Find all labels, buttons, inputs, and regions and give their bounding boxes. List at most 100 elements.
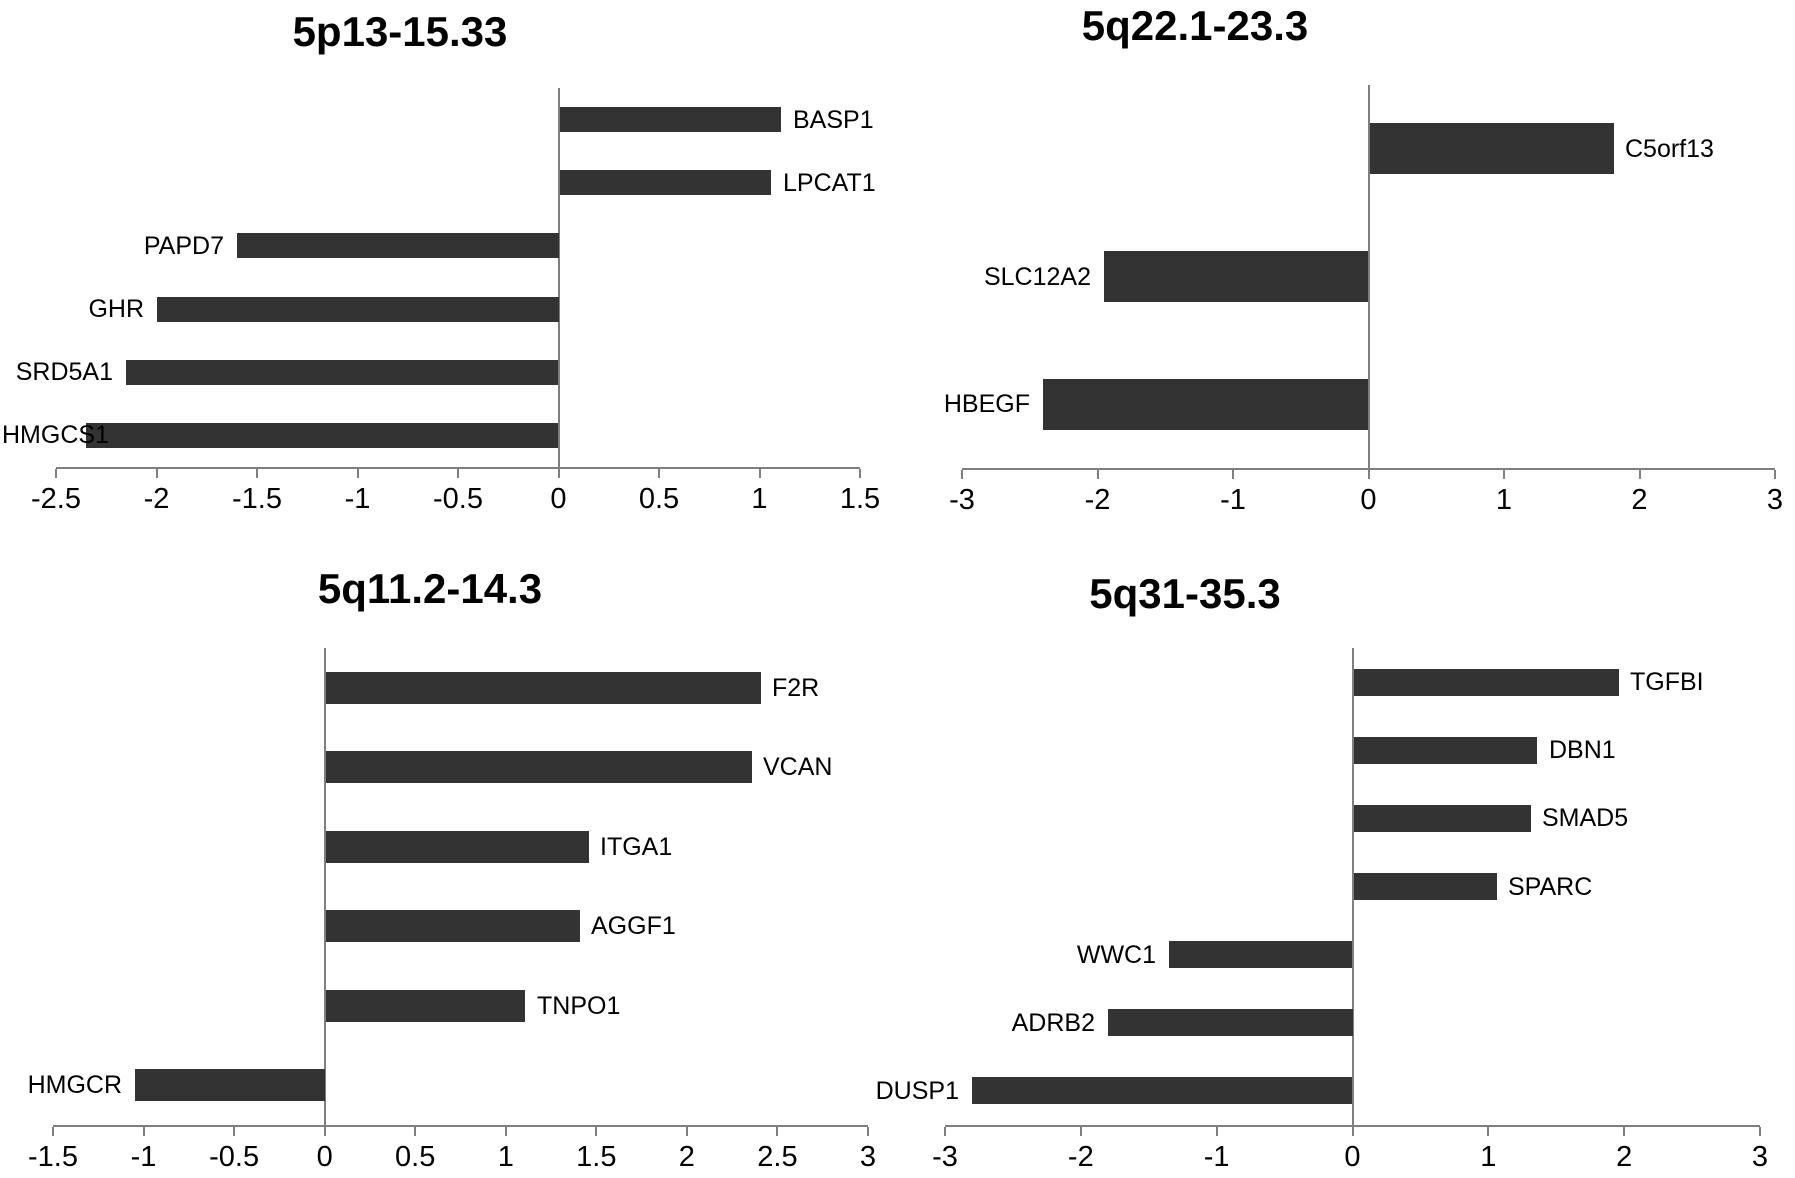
bar-label-WWC1: WWC1 — [1076, 941, 1156, 969]
axis-tick-label: 1.5 — [839, 483, 881, 515]
axis-tick — [1759, 1127, 1761, 1136]
bar-label-BASP1: BASP1 — [793, 106, 874, 134]
panel-title: 5q22.1-23.3 — [1081, 2, 1309, 49]
axis-tick — [457, 469, 459, 478]
bar-label-ADRB2: ADRB2 — [1011, 1009, 1095, 1037]
panel-title: 5q11.2-14.3 — [317, 565, 543, 612]
axis-tick-label: 0 — [550, 483, 567, 515]
axis-tick-label: -1.5 — [232, 483, 282, 515]
bar-C5orf13 — [1370, 123, 1614, 174]
axis-tick — [1232, 470, 1234, 479]
bar-label-TGFBI: TGFBI — [1630, 668, 1704, 696]
axis-tick-label: -1 — [130, 1141, 157, 1173]
bar-TGFBI — [1354, 669, 1619, 696]
axis-tick — [1503, 470, 1505, 479]
axis-tick-label: 0 — [1344, 1141, 1361, 1173]
bar-PAPD7 — [237, 233, 559, 258]
axis-tick-label: 1.5 — [576, 1141, 617, 1173]
bar-label-HMGCR: HMGCR — [27, 1071, 122, 1099]
axis-tick — [658, 469, 660, 478]
bar-label-LPCAT1: LPCAT1 — [783, 169, 876, 197]
axis-tick-label: -0.5 — [209, 1141, 260, 1173]
bar-label-SRD5A1: SRD5A1 — [15, 358, 113, 386]
axis-tick-label: -3 — [949, 484, 975, 516]
panel-title: 5q31-35.3 — [1089, 570, 1281, 617]
axis-tick-label: 3 — [1766, 484, 1784, 516]
bar-GHR — [157, 297, 559, 322]
axis-tick — [595, 1127, 598, 1136]
axis-tick — [52, 1127, 54, 1136]
bar-SPARC — [1354, 873, 1497, 900]
bar-label-AGGF1: AGGF1 — [591, 912, 676, 940]
axis-tick-label: -1 — [344, 483, 371, 515]
bar-SRD5A1 — [126, 360, 558, 385]
axis-tick — [142, 1127, 145, 1136]
bar-label-ITGA1: ITGA1 — [600, 833, 673, 861]
bar-label-SPARC: SPARC — [1508, 873, 1593, 901]
axis-tick-label: -1 — [1220, 484, 1246, 516]
axis-tick — [1638, 470, 1641, 479]
axis-tick-label: -2 — [1067, 1141, 1094, 1173]
axis-tick-label: 0 — [316, 1141, 333, 1173]
bar-VCAN — [326, 751, 752, 783]
axis-tick — [1079, 1127, 1082, 1136]
bar-label-VCAN: VCAN — [763, 753, 833, 781]
axis-tick-label: -2 — [1084, 484, 1111, 516]
bar-AGGF1 — [326, 910, 580, 942]
axis-tick-label: 0 — [1360, 484, 1377, 516]
panel-title: 5p13-15.33 — [292, 8, 508, 55]
axis-tick-label: 0.5 — [395, 1141, 436, 1173]
bar-WWC1 — [1169, 941, 1352, 968]
bar-ADRB2 — [1108, 1009, 1353, 1036]
axis-tick-label: -1 — [1203, 1141, 1230, 1173]
axis-tick — [356, 469, 359, 478]
axis-tick — [944, 1127, 946, 1136]
bar-HMGCR — [135, 1069, 325, 1101]
bar-TNPO1 — [326, 990, 525, 1022]
zero-axis-line — [1351, 648, 1354, 1134]
axis-tick-label: 1 — [751, 483, 768, 515]
axis-tick — [758, 469, 761, 478]
axis-tick-label: 3 — [859, 1141, 877, 1173]
axis-tick-label: 2 — [1616, 1141, 1633, 1173]
axis-tick — [685, 1127, 688, 1136]
axis-tick — [1774, 470, 1776, 479]
axis-tick — [414, 1127, 417, 1136]
axis-tick-label: 2 — [678, 1141, 695, 1173]
bar-label-DUSP1: DUSP1 — [875, 1077, 959, 1105]
bar-label-SMAD5: SMAD5 — [1542, 804, 1629, 832]
bar-label-PAPD7: PAPD7 — [143, 232, 224, 260]
axis-tick-label: 1 — [1495, 484, 1513, 516]
axis-tick-label: 0.5 — [638, 483, 680, 515]
zero-axis-line — [323, 648, 326, 1134]
axis-tick — [55, 469, 57, 478]
bar-SMAD5 — [1354, 805, 1531, 832]
axis-tick — [867, 1127, 869, 1136]
bar-label-HBEGF: HBEGF — [943, 390, 1030, 418]
axis-tick — [256, 469, 258, 478]
bar-label-SLC12A2: SLC12A2 — [983, 263, 1091, 291]
axis-tick — [961, 470, 963, 479]
bar-label-HMGCS1: HMGCS1 — [2, 421, 109, 449]
axis-tick-label: 3 — [1751, 1141, 1769, 1173]
axis-tick-label: -1.5 — [28, 1141, 78, 1173]
zero-axis-line — [1367, 85, 1370, 477]
bar-DUSP1 — [972, 1077, 1352, 1104]
axis-tick — [1096, 470, 1099, 479]
category-axis-line — [53, 1125, 868, 1127]
bar-HMGCS1 — [86, 423, 558, 448]
bar-label-GHR: GHR — [88, 295, 144, 323]
axis-tick — [1215, 1127, 1218, 1136]
bar-label-DBN1: DBN1 — [1549, 736, 1616, 764]
bar-F2R — [326, 672, 761, 704]
bar-label-C5orf13: C5orf13 — [1625, 135, 1714, 163]
axis-tick-label: 2 — [1631, 484, 1648, 516]
axis-tick-label: -0.5 — [433, 483, 483, 515]
axis-tick — [155, 469, 158, 478]
axis-tick-label: 1 — [497, 1141, 514, 1173]
axis-tick-label: -2.5 — [31, 483, 81, 515]
category-axis-line — [56, 467, 860, 469]
axis-tick-label: 2.5 — [757, 1141, 798, 1173]
axis-tick — [1623, 1127, 1626, 1136]
